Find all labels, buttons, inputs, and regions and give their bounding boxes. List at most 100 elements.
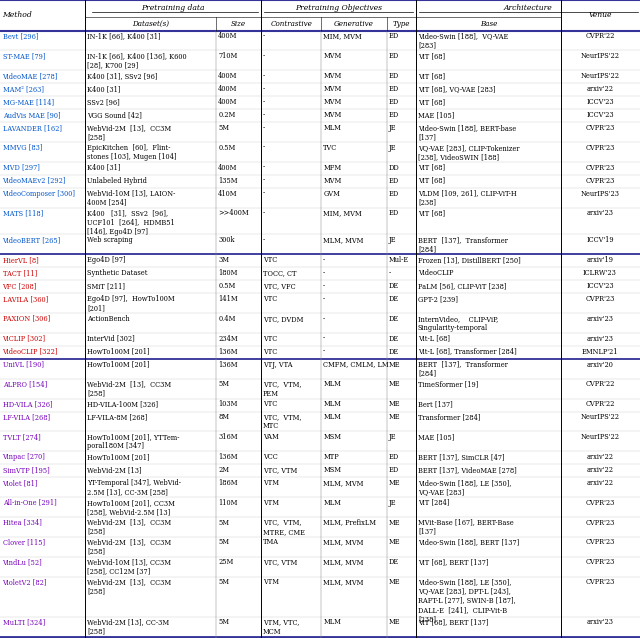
Text: EpicKitchen  [60],  Flint-
stones [103], Mugen [104]: EpicKitchen [60], Flint- stones [103], M…: [87, 144, 177, 161]
Text: VTC, DVDM: VTC, DVDM: [263, 315, 303, 323]
Text: 110M: 110M: [218, 499, 237, 507]
Text: ICCV'23: ICCV'23: [586, 98, 614, 106]
Text: Vit-L [68], Transformer [284]: Vit-L [68], Transformer [284]: [418, 348, 516, 355]
Text: CVPR'23: CVPR'23: [586, 124, 614, 132]
Text: ViT [284]: ViT [284]: [418, 499, 449, 507]
Text: MLM, MVM: MLM, MVM: [323, 538, 364, 546]
Text: WebVid-2M [13]: WebVid-2M [13]: [87, 466, 141, 474]
Text: -: -: [263, 124, 266, 132]
Text: DE: DE: [388, 334, 399, 343]
Text: BERT [137], VideoMAE [278]: BERT [137], VideoMAE [278]: [418, 466, 516, 474]
Text: arxiv'22: arxiv'22: [586, 466, 614, 474]
Text: VLDM [109, 261], CLIP-ViT-H
[238]: VLDM [109, 261], CLIP-ViT-H [238]: [418, 189, 516, 207]
Text: WebVid-2M [13], CC-3M
[258]: WebVid-2M [13], CC-3M [258]: [87, 618, 169, 635]
Text: VTC: VTC: [263, 348, 277, 355]
Text: Frozen [13], DistillBERT [250]: Frozen [13], DistillBERT [250]: [418, 256, 521, 264]
Text: ED: ED: [388, 32, 399, 40]
Text: MLM: MLM: [323, 413, 341, 421]
Text: CVPR'22: CVPR'22: [586, 380, 614, 389]
Text: ED: ED: [388, 453, 399, 461]
Text: Ego4D [97]: Ego4D [97]: [87, 256, 125, 264]
Text: 0.5M: 0.5M: [218, 144, 236, 152]
Text: 316M: 316M: [218, 433, 237, 441]
Text: VTM: VTM: [263, 578, 279, 586]
Text: Clover [115]: Clover [115]: [3, 538, 45, 546]
Text: Ego4D [97],  HowTo100M
[201]: Ego4D [97], HowTo100M [201]: [87, 295, 175, 312]
Text: MLM, MVM: MLM, MVM: [323, 479, 364, 487]
Text: ME: ME: [388, 479, 400, 487]
Text: ED: ED: [388, 85, 399, 93]
Text: DE: DE: [388, 282, 399, 290]
Text: ViT [68], BERT [137]: ViT [68], BERT [137]: [418, 618, 488, 627]
Text: NeurIPS'22: NeurIPS'22: [580, 72, 620, 80]
Text: -: -: [263, 32, 266, 40]
Text: Unlabeled Hybrid: Unlabeled Hybrid: [87, 177, 147, 184]
Text: DE: DE: [388, 315, 399, 323]
Text: ICCV'23: ICCV'23: [586, 282, 614, 290]
Text: arxiv'22: arxiv'22: [586, 479, 614, 487]
Text: HowTo100M [201]: HowTo100M [201]: [87, 360, 150, 369]
Text: LF-VILA-8M [268]: LF-VILA-8M [268]: [87, 413, 147, 421]
Text: Generative: Generative: [334, 20, 374, 28]
Text: Video-Swin [188], LE [350],
VQ-VAE [283], DPT-L [243],
RAFT-L [277], SWIN-B [187: Video-Swin [188], LE [350], VQ-VAE [283]…: [418, 578, 516, 623]
Text: -: -: [323, 256, 326, 264]
Text: 8M: 8M: [218, 413, 229, 421]
Text: MLM, PrefixLM: MLM, PrefixLM: [323, 519, 376, 526]
Text: HierVL [8]: HierVL [8]: [3, 256, 38, 264]
Text: MFM: MFM: [323, 163, 341, 172]
Text: ViT [68]: ViT [68]: [418, 72, 445, 80]
Text: 400M: 400M: [218, 72, 237, 80]
Text: VTC, VTM: VTC, VTM: [263, 466, 298, 474]
Text: 5M: 5M: [218, 578, 229, 586]
Text: InterVid [302]: InterVid [302]: [87, 334, 135, 343]
Text: TACT [11]: TACT [11]: [3, 269, 37, 277]
Text: ViT [68]: ViT [68]: [418, 98, 445, 106]
Text: Venue: Venue: [588, 11, 612, 19]
Text: arxiv'22: arxiv'22: [586, 85, 614, 93]
Text: SMiT [211]: SMiT [211]: [87, 282, 125, 290]
Text: MSM: MSM: [323, 433, 341, 441]
Text: arxiv'23: arxiv'23: [586, 209, 614, 218]
Text: -: -: [323, 282, 326, 290]
Text: -: -: [263, 98, 266, 106]
Text: 5M: 5M: [218, 618, 229, 627]
Text: Video-Swin [188], BERT-base
[137]: Video-Swin [188], BERT-base [137]: [418, 124, 516, 141]
Text: DE: DE: [388, 348, 399, 355]
Text: 136M: 136M: [218, 360, 237, 369]
Text: CVPR'23: CVPR'23: [586, 558, 614, 567]
Text: CVPR'23: CVPR'23: [586, 578, 614, 586]
Text: ED: ED: [388, 189, 399, 198]
Text: 180M: 180M: [218, 269, 237, 277]
Text: ICCV'23: ICCV'23: [586, 111, 614, 119]
Text: 5M: 5M: [218, 538, 229, 546]
Text: MVM: MVM: [323, 111, 342, 119]
Text: CMFM, CMLM, LM: CMFM, CMLM, LM: [323, 360, 389, 369]
Text: MuLTI [324]: MuLTI [324]: [3, 618, 45, 627]
Text: MVM: MVM: [323, 98, 342, 106]
Text: VioletV2 [82]: VioletV2 [82]: [3, 578, 47, 586]
Text: NeurIPS'23: NeurIPS'23: [580, 189, 620, 198]
Text: 234M: 234M: [218, 334, 238, 343]
Text: CVPR'23: CVPR'23: [586, 499, 614, 507]
Text: 5M: 5M: [218, 380, 229, 389]
Text: -: -: [263, 189, 266, 198]
Text: BERT [137], SimCLR [47]: BERT [137], SimCLR [47]: [418, 453, 504, 461]
Text: Video-Swin [188], LE [350],
VQ-VAE [283]: Video-Swin [188], LE [350], VQ-VAE [283]: [418, 479, 511, 496]
Text: 3M: 3M: [218, 256, 229, 264]
Text: YT-Temporal [347], WebVid-
2.5M [13], CC-3M [258]: YT-Temporal [347], WebVid- 2.5M [13], CC…: [87, 479, 181, 496]
Text: Hitea [334]: Hitea [334]: [3, 519, 42, 526]
Text: 0.4M: 0.4M: [218, 315, 236, 323]
Text: Synthetic Dataset: Synthetic Dataset: [87, 269, 148, 277]
Text: 710M: 710M: [218, 52, 237, 60]
Text: arxiv'19: arxiv'19: [586, 256, 614, 264]
Text: DD: DD: [388, 163, 399, 172]
Text: Method: Method: [2, 11, 31, 19]
Text: WebVid-10M [13], LAION-
400M [254]: WebVid-10M [13], LAION- 400M [254]: [87, 189, 175, 207]
Text: arxiv'20: arxiv'20: [587, 360, 613, 369]
Text: LF-VILA [268]: LF-VILA [268]: [3, 413, 50, 421]
Text: ViT [68], BERT [137]: ViT [68], BERT [137]: [418, 558, 488, 567]
Text: NeurIPS'22: NeurIPS'22: [580, 52, 620, 60]
Text: MVM: MVM: [323, 52, 342, 60]
Text: SSv2 [96]: SSv2 [96]: [87, 98, 120, 106]
Text: All-in-One [291]: All-in-One [291]: [3, 499, 56, 507]
